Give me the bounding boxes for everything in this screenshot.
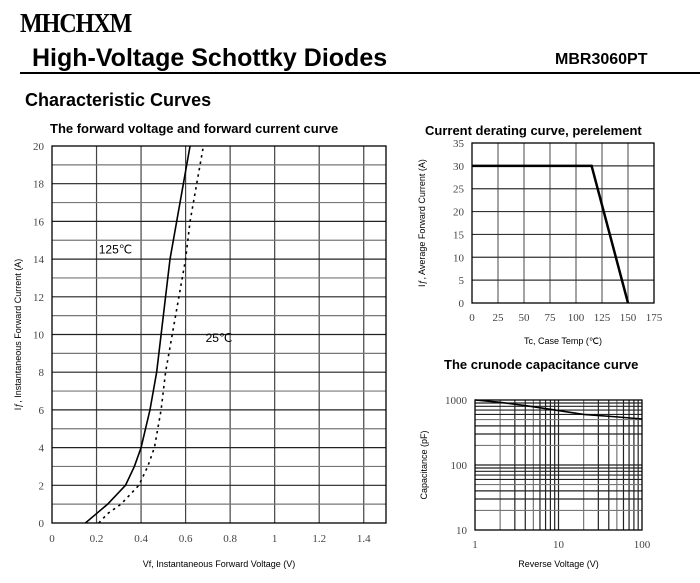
page-title: High-Voltage Schottky Diodes: [32, 44, 388, 72]
x-axis-label: Vf, Instantaneous Forward Voltage (V): [143, 559, 296, 569]
y-tick-label: 100: [451, 460, 468, 472]
y-tick-label: 18: [33, 179, 45, 191]
x-tick-label: 175: [646, 312, 663, 324]
y-tick-label: 10: [33, 330, 45, 342]
x-tick-label: 0: [49, 533, 55, 545]
x-tick-label: 75: [545, 312, 557, 324]
series-line-1: [474, 399, 643, 420]
chart3-title: The crunode capacitance curve: [444, 357, 639, 372]
x-tick-label: 1: [272, 533, 278, 545]
y-tick-label: 25: [453, 184, 465, 196]
plot-frame: [474, 399, 643, 531]
y-tick-label: 2: [39, 480, 45, 492]
y-tick-label: 8: [39, 367, 45, 379]
y-tick-label: 5: [459, 275, 465, 287]
x-tick-label: 100: [634, 539, 651, 551]
y-tick-label: 1000: [445, 395, 468, 407]
x-tick-label: 10: [553, 539, 565, 551]
y-axis-label: Iƒ, Instantaneous Forward Current (A): [13, 259, 23, 411]
x-tick-label: 125: [594, 312, 611, 324]
brand-logo: MHCHXM: [20, 8, 132, 39]
x-tick-label: 0.8: [223, 533, 237, 545]
y-tick-label: 14: [33, 254, 45, 266]
y-tick-label: 6: [39, 405, 45, 417]
y-tick-label: 35: [453, 138, 465, 150]
y-axis-label: Capacitance (pF): [419, 430, 429, 499]
curve-label: 25℃: [206, 331, 233, 345]
y-tick-label: 4: [39, 443, 45, 455]
curve-label: 125℃: [99, 242, 133, 256]
plot-frame: [51, 145, 387, 524]
y-tick-label: 30: [453, 161, 465, 173]
x-tick-label: 100: [568, 312, 585, 324]
y-tick-label: 15: [453, 229, 465, 241]
y-axis-label: Iƒ, Average Forward Current (A): [417, 159, 427, 287]
x-tick-label: 1: [472, 539, 478, 551]
part-number: MBR3060PT: [555, 51, 648, 68]
series-line-1: [84, 145, 191, 524]
y-tick-label: 10: [456, 525, 468, 537]
series-line-2: [98, 145, 205, 524]
x-axis-label: Tc, Case Temp (℃): [524, 336, 602, 346]
x-tick-label: 0: [469, 312, 475, 324]
chart2-title: Current derating curve, perelement: [425, 123, 642, 138]
y-tick-label: 20: [33, 141, 45, 153]
x-tick-label: 0.2: [90, 533, 104, 545]
x-tick-label: 0.6: [179, 533, 193, 545]
y-tick-label: 12: [33, 292, 44, 304]
y-tick-label: 0: [459, 298, 465, 310]
header-divider: [20, 72, 700, 74]
y-tick-label: 20: [453, 207, 465, 219]
x-tick-label: 1.4: [357, 533, 371, 545]
y-tick-label: 16: [33, 216, 45, 228]
x-tick-label: 50: [519, 312, 531, 324]
chart1-title: The forward voltage and forward current …: [50, 121, 339, 136]
x-tick-label: 150: [620, 312, 637, 324]
x-tick-label: 1.2: [312, 533, 326, 545]
x-tick-label: 25: [493, 312, 505, 324]
y-tick-label: 10: [453, 252, 465, 264]
y-tick-label: 0: [39, 518, 45, 530]
x-axis-label: Reverse Voltage (V): [518, 559, 599, 569]
x-tick-label: 0.4: [134, 533, 148, 545]
section-title: Characteristic Curves: [25, 90, 212, 110]
series-line-1: [472, 164, 630, 304]
plot-frame: [471, 142, 655, 304]
